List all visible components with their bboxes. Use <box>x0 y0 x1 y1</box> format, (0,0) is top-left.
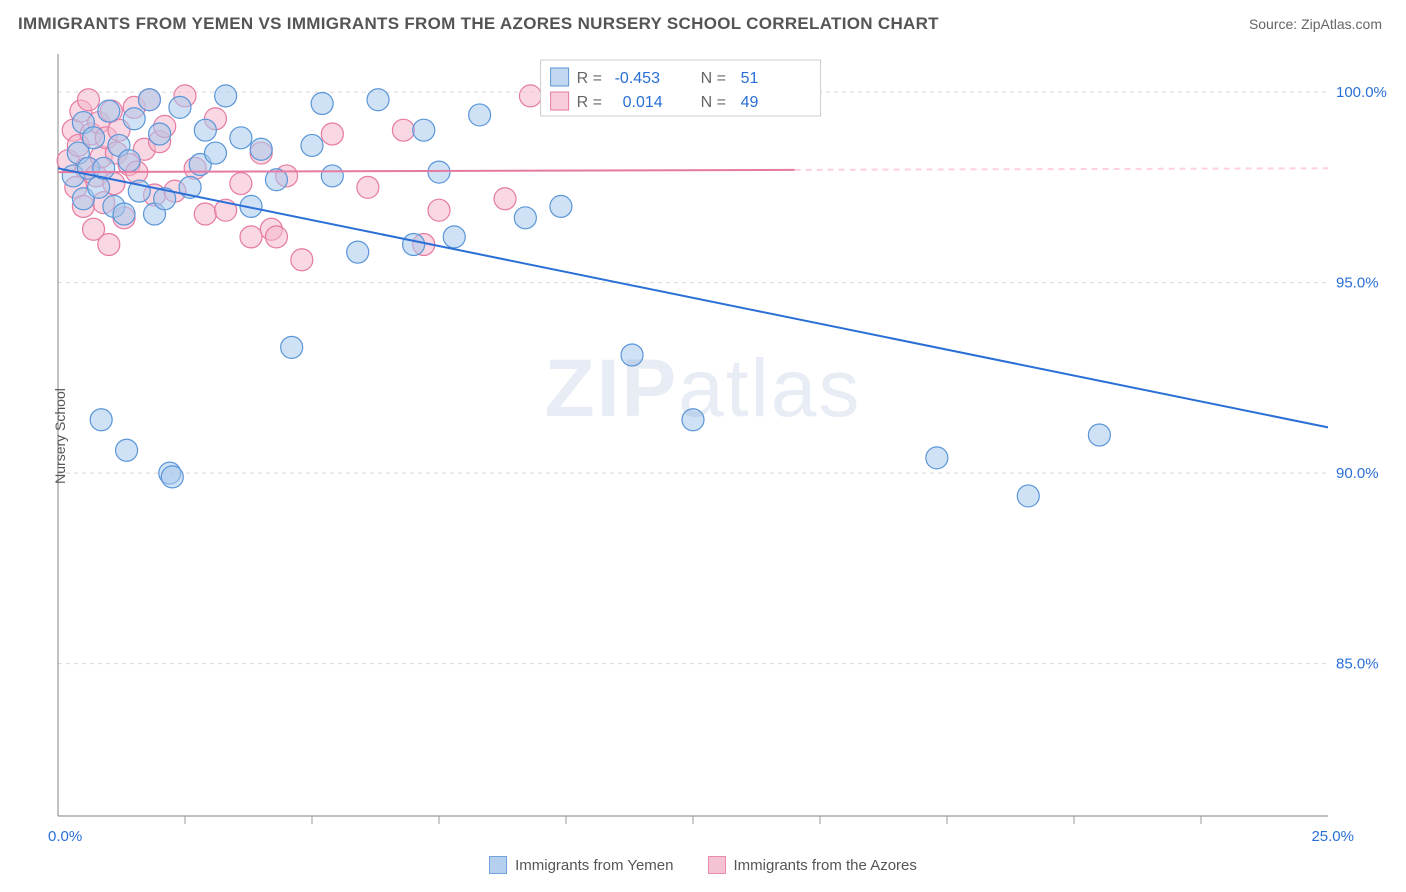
legend-swatch-series2 <box>708 856 726 874</box>
x-axis-labels: 0.0% 25.0% <box>18 828 1388 850</box>
source-label: Source: ZipAtlas.com <box>1249 16 1382 32</box>
svg-text:95.0%: 95.0% <box>1336 275 1379 292</box>
svg-text:-0.453: -0.453 <box>615 70 660 87</box>
x-axis-max-label: 25.0% <box>1311 828 1354 845</box>
svg-text:49: 49 <box>741 94 759 111</box>
svg-text:N =: N = <box>701 70 726 87</box>
legend-swatch-series1 <box>489 856 507 874</box>
legend-item-series1: Immigrants from Yemen <box>489 856 673 874</box>
svg-text:R =: R = <box>577 94 602 111</box>
svg-text:100.0%: 100.0% <box>1336 84 1387 101</box>
svg-text:51: 51 <box>741 70 759 87</box>
svg-text:N =: N = <box>701 94 726 111</box>
svg-text:85.0%: 85.0% <box>1336 656 1379 673</box>
legend-item-series2: Immigrants from the Azores <box>708 856 917 874</box>
chart-title: IMMIGRANTS FROM YEMEN VS IMMIGRANTS FROM… <box>18 14 939 34</box>
bottom-legend: Immigrants from Yemen Immigrants from th… <box>0 856 1406 874</box>
y-axis-label: Nursery School <box>52 388 68 484</box>
legend-label-series1: Immigrants from Yemen <box>515 857 673 874</box>
svg-text:R =: R = <box>577 70 602 87</box>
svg-text:90.0%: 90.0% <box>1336 465 1379 482</box>
legend-label-series2: Immigrants from the Azores <box>734 857 917 874</box>
x-axis-min-label: 0.0% <box>48 828 82 845</box>
svg-text:0.014: 0.014 <box>623 94 663 111</box>
scatter-chart: 85.0% 90.0% 95.0% 100.0% R = -0.453 N = 51 R = 0.… <box>18 46 1388 826</box>
